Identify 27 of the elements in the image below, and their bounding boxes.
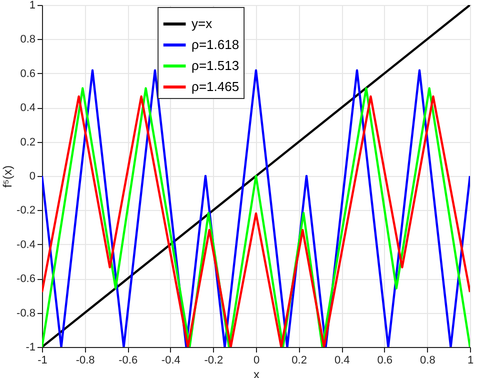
y-tick-label: 0 <box>29 170 36 182</box>
x-tick-label: 0.8 <box>420 354 436 366</box>
y-tick-label: -1 <box>26 342 36 354</box>
y-tick-label: 1 <box>29 0 36 12</box>
y-tick-label: -0.4 <box>16 238 36 251</box>
x-tick-label: -1 <box>38 354 48 366</box>
y-tick-label: -0.6 <box>16 273 36 286</box>
legend-label: ρ=1.465 <box>192 79 240 94</box>
x-tick-label: 0 <box>253 354 260 366</box>
x-tick-label: -0.8 <box>76 354 95 366</box>
x-tick-label: 0.4 <box>334 354 350 366</box>
y-axis-title: f⁵(x) <box>0 165 15 188</box>
x-tick-label: -0.4 <box>161 354 180 366</box>
x-tick-label: 0.6 <box>377 354 393 366</box>
y-tick-label: 0.2 <box>20 136 36 148</box>
legend-label: ρ=1.618 <box>192 37 240 52</box>
legend-label: ρ=1.513 <box>192 58 240 73</box>
x-tick-label: -0.6 <box>118 354 138 366</box>
legend-label: y=x <box>192 16 213 31</box>
y-tick-label: 0.8 <box>20 34 36 46</box>
y-tick-label: -0.8 <box>16 307 36 320</box>
x-tick-label: 0.2 <box>292 354 307 366</box>
x-tick-label: -0.2 <box>204 354 224 366</box>
y-tick-label: 0.6 <box>20 68 36 80</box>
x-tick-label: 1 <box>467 354 474 366</box>
y-tick-label: -0.2 <box>16 204 36 217</box>
y-tick-label: 0.4 <box>20 102 36 114</box>
